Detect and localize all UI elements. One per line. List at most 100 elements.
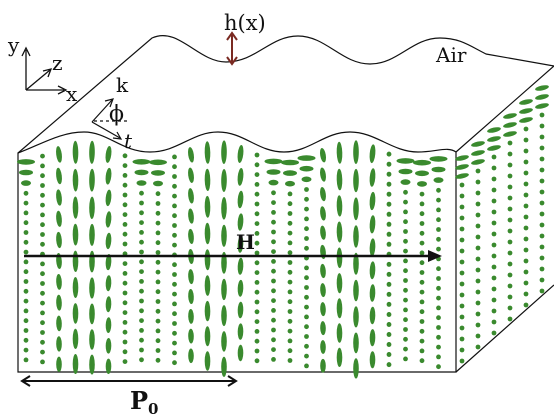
molecule xyxy=(403,199,408,205)
molecule xyxy=(475,223,481,229)
molecule xyxy=(172,242,177,248)
molecule xyxy=(523,170,529,176)
molecule xyxy=(304,216,309,222)
molecule xyxy=(122,222,128,227)
molecule xyxy=(105,338,112,354)
molecule xyxy=(172,350,177,356)
molecule xyxy=(507,272,513,278)
molecule xyxy=(188,147,194,163)
molecule xyxy=(172,311,177,317)
molecule xyxy=(122,261,128,266)
molecule xyxy=(188,208,194,224)
molecule xyxy=(299,165,314,172)
molecule xyxy=(237,145,244,163)
molecule xyxy=(221,278,227,301)
molecule xyxy=(72,328,79,349)
molecule xyxy=(271,347,276,352)
molecule xyxy=(459,259,465,265)
molecule xyxy=(204,222,211,245)
molecule xyxy=(436,305,441,311)
molecule xyxy=(491,198,497,204)
molecule xyxy=(475,245,481,251)
molecule xyxy=(353,252,359,275)
field-arrowhead xyxy=(428,250,442,262)
molecule xyxy=(72,250,79,272)
molecule xyxy=(419,230,425,236)
molecule xyxy=(535,94,549,100)
molecule xyxy=(507,206,513,212)
molecule xyxy=(436,334,441,340)
molecule xyxy=(419,201,425,207)
molecule xyxy=(40,271,45,277)
molecule xyxy=(72,277,79,298)
molecule xyxy=(403,336,408,342)
molecule xyxy=(155,201,161,206)
molecule xyxy=(40,222,45,228)
molecule xyxy=(507,261,513,267)
molecule xyxy=(386,241,392,247)
molecule xyxy=(507,250,513,256)
molecule xyxy=(523,302,529,308)
molecule xyxy=(398,168,413,175)
molecule xyxy=(89,250,95,273)
molecule xyxy=(431,166,446,173)
molecule xyxy=(539,123,545,129)
molecule xyxy=(254,211,260,217)
molecule xyxy=(188,188,194,204)
wave-vector-line xyxy=(91,99,113,123)
molecule xyxy=(491,176,497,182)
molecule xyxy=(459,270,465,276)
molecule xyxy=(507,316,513,322)
molecule xyxy=(23,269,29,275)
molecule xyxy=(40,310,45,316)
molecule xyxy=(353,140,359,164)
axis-z-label: z xyxy=(52,51,63,75)
period-label: P0 xyxy=(130,386,158,414)
height-arrow xyxy=(226,31,238,66)
molecule xyxy=(204,195,211,218)
molecule xyxy=(139,357,144,363)
molecule xyxy=(419,221,425,226)
z-axis-line xyxy=(25,69,51,91)
wave-vector-label: k xyxy=(116,73,129,97)
molecule xyxy=(287,250,293,256)
molecule xyxy=(287,328,293,334)
molecule xyxy=(287,299,293,305)
molecule xyxy=(507,283,513,289)
molecule xyxy=(23,239,29,245)
molecule xyxy=(188,269,194,285)
molecule xyxy=(188,289,194,304)
molecule xyxy=(336,273,343,294)
molecule xyxy=(23,210,29,216)
molecule xyxy=(475,201,481,207)
molecule xyxy=(471,150,485,156)
molecule xyxy=(271,219,276,225)
molecule xyxy=(172,360,177,366)
molecule xyxy=(155,240,161,246)
molecule xyxy=(403,258,408,264)
molecule xyxy=(523,203,529,209)
molecule xyxy=(23,220,29,226)
molecule xyxy=(172,154,177,160)
molecule xyxy=(105,254,112,271)
molecule xyxy=(507,184,513,190)
molecule xyxy=(105,189,112,207)
molecule xyxy=(21,180,31,186)
molecule xyxy=(403,327,408,332)
molecule xyxy=(89,223,95,246)
molecule xyxy=(122,339,128,345)
molecule xyxy=(23,230,29,235)
molecule xyxy=(386,291,392,297)
molecule xyxy=(491,319,497,325)
molecule xyxy=(386,151,392,157)
molecule xyxy=(523,269,529,275)
molecule xyxy=(72,168,79,192)
molecule xyxy=(491,220,497,226)
molecule xyxy=(304,236,309,241)
molecule xyxy=(304,275,309,281)
molecule xyxy=(122,231,128,237)
molecule xyxy=(40,359,45,365)
molecule xyxy=(268,179,279,186)
x-axis-arrowhead xyxy=(57,85,68,95)
molecule xyxy=(304,226,309,232)
